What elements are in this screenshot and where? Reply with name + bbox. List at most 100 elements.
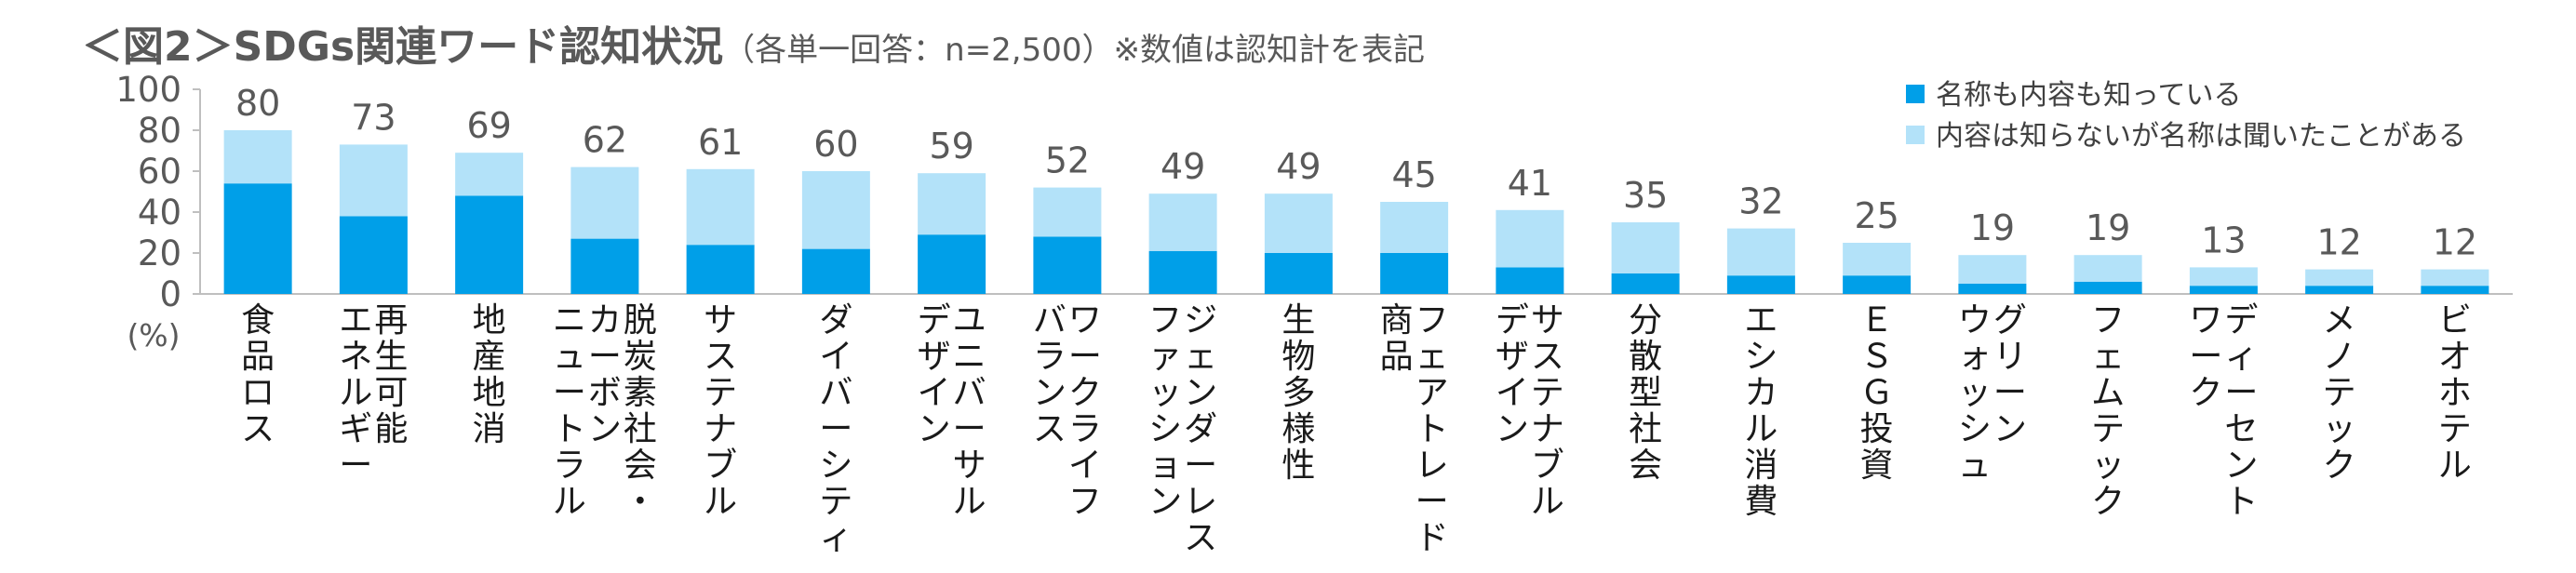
category-label: 生物多様性: [1281, 301, 1315, 485]
category-label: デザイン: [918, 301, 951, 448]
y-tick-label: 0: [159, 274, 181, 314]
bar-segment-known: [918, 234, 986, 294]
chart-heading: ＜図2＞SDGs関連ワード認知状況（各単一回答：n=2,500）※数値は認知計を…: [82, 13, 1425, 73]
bar-segment-known: [1148, 250, 1217, 294]
category-label: 食品ロス: [241, 301, 275, 448]
total-value-label: 19: [2086, 207, 2130, 248]
category-label: サステナブル: [704, 301, 737, 521]
legend-swatch: [1906, 85, 1925, 103]
category-label: グリーン: [1993, 301, 2027, 448]
bar-segment-heard: [223, 130, 292, 184]
bar-segment-heard: [2305, 269, 2374, 286]
bar-segment-known: [1033, 236, 1102, 294]
legend-label: 名称も内容も知っている: [1936, 79, 2242, 112]
bar-segment-heard: [2421, 269, 2489, 286]
bar-segment-heard: [570, 167, 639, 239]
y-unit-label: (%): [127, 317, 180, 353]
bar-segment-known: [455, 195, 524, 294]
legend-swatch: [1906, 126, 1925, 144]
category-label: 再生可能: [374, 301, 408, 448]
bar-segment-heard: [1726, 228, 1795, 276]
total-value-label: 12: [2433, 222, 2477, 263]
category-label: エシカル消費: [1744, 301, 1778, 521]
bar-segment-known: [339, 216, 408, 294]
total-value-label: 80: [235, 83, 280, 124]
bar-segment-heard: [2073, 255, 2142, 282]
total-value-label: 62: [583, 120, 627, 161]
category-label: エネルギー: [339, 301, 372, 485]
category-label: サステナブル: [1531, 301, 1564, 521]
category-label: カーボン: [588, 301, 622, 448]
bars: [223, 130, 2489, 294]
category-label: メノテック: [2323, 301, 2356, 485]
y-tick-label: 40: [138, 193, 181, 233]
bar-segment-heard: [1264, 193, 1333, 253]
bar-segment-known: [1958, 284, 2027, 294]
bar-segment-known: [1843, 275, 1912, 294]
category-label: ＥＳＧ投資: [1860, 301, 1894, 485]
category-label: ダイバーシティ: [819, 301, 852, 557]
bar-segment-known: [1611, 273, 1680, 294]
bar-segment-known: [570, 238, 639, 294]
bar-segment-heard: [1958, 255, 2027, 284]
y-tick-label: 80: [138, 111, 181, 151]
total-value-label: 49: [1276, 146, 1321, 187]
total-value-label: 69: [466, 105, 511, 146]
total-value-label: 60: [813, 124, 858, 165]
total-value-label: 49: [1161, 146, 1205, 187]
category-label: ニュートラル: [553, 301, 586, 521]
category-label: 脱炭素社会・: [624, 301, 657, 521]
bar-segment-known: [2073, 281, 2142, 294]
bar-segment-heard: [1033, 187, 1102, 237]
chart-title: ＜図2＞SDGs関連ワード認知状況: [82, 23, 724, 71]
legend-label: 内容は知らないが名称は聞いたことがある: [1936, 120, 2466, 153]
category-label: バランス: [1033, 301, 1067, 448]
bar-segment-known: [1264, 253, 1333, 294]
category-label: ユニバーサル: [953, 301, 986, 521]
category-label: ディーセント: [2224, 301, 2258, 521]
bar-segment-heard: [1380, 202, 1449, 253]
total-value-label: 45: [1391, 154, 1436, 195]
category-label: デザイン: [1496, 301, 1529, 448]
category-label: 商品: [1380, 301, 1414, 376]
category-label: ジェンダーレス: [1184, 301, 1217, 557]
bar-segment-known: [2421, 286, 2489, 294]
total-value-label: 61: [698, 122, 743, 163]
bar-segment-known: [2305, 286, 2374, 294]
bar-segment-known: [2189, 286, 2258, 294]
total-value-label: 35: [1623, 175, 1668, 216]
category-label: フェムテック: [2091, 301, 2125, 521]
category-label: ビオホテル: [2438, 301, 2472, 485]
total-value-label: 13: [2201, 220, 2246, 260]
total-value-label: 59: [929, 126, 973, 167]
category-label: 分散型社会: [1629, 301, 1662, 485]
bar-segment-known: [1726, 275, 1795, 294]
bar-segment-heard: [1611, 222, 1680, 273]
chart-subtitle: （各単一回答：n=2,500）※数値は認知計を表記: [723, 32, 1425, 69]
bar-segment-heard: [339, 144, 408, 217]
bar-segment-known: [1496, 267, 1564, 294]
bar-segment-heard: [455, 153, 524, 196]
y-tick-label: 60: [138, 152, 181, 192]
bar-segment-known: [801, 248, 870, 294]
total-value-label: 73: [351, 97, 396, 138]
y-tick-label: 20: [138, 233, 181, 273]
category-label: ウォッシュ: [1958, 301, 1992, 485]
bar-segment-heard: [2189, 267, 2258, 286]
total-value-label: 52: [1045, 140, 1090, 181]
bar-segment-heard: [918, 173, 986, 235]
value-labels: 80 73 69 62 61 60 59 52 49 49 45 41 35 32 25 19 19 13 12 12: [235, 83, 2477, 263]
bar-segment-heard: [686, 168, 755, 246]
bar-segment-known: [686, 245, 755, 294]
category-label: フェアトレード: [1415, 301, 1449, 557]
total-value-label: 32: [1738, 181, 1783, 222]
bar-segment-heard: [1496, 209, 1564, 268]
total-value-label: 19: [1970, 207, 2015, 248]
y-tick-label: 100: [115, 70, 181, 110]
total-value-label: 41: [1508, 163, 1552, 204]
total-value-label: 12: [2316, 222, 2361, 263]
